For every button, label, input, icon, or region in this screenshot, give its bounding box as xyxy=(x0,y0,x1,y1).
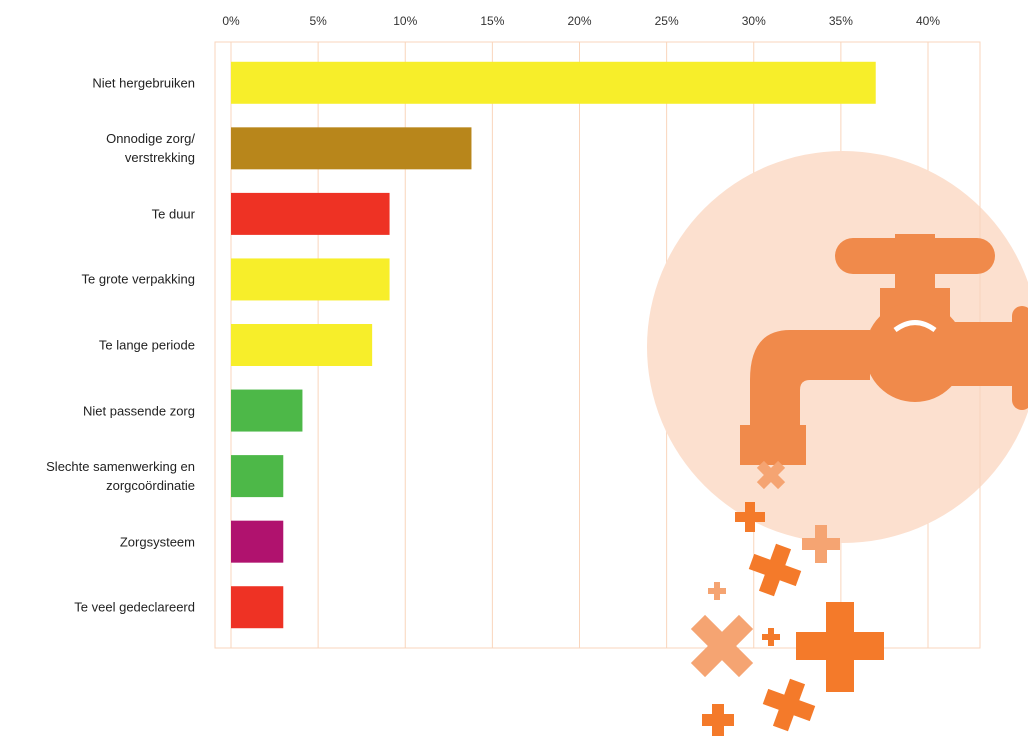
bar-group xyxy=(231,127,472,170)
bar xyxy=(231,586,284,629)
bar-group xyxy=(231,520,284,563)
x-tick-label: 40% xyxy=(916,14,940,28)
bar xyxy=(231,455,284,498)
bar xyxy=(231,192,390,235)
decoration xyxy=(214,41,1028,736)
bar-group xyxy=(231,61,876,104)
bar-group xyxy=(231,586,284,629)
faucet xyxy=(740,234,1028,465)
bar-group xyxy=(231,455,284,498)
bar-group xyxy=(231,324,373,366)
category-label: Niet passende zorg xyxy=(82,403,195,419)
bar-group xyxy=(231,192,390,235)
category-label: Te lange periode xyxy=(98,337,195,353)
x-tick-label: 10% xyxy=(393,14,417,28)
category-label: Te veel gedeclareerd xyxy=(74,599,195,615)
x-tick-label: 20% xyxy=(567,14,591,28)
bar-group xyxy=(690,460,840,678)
bar xyxy=(231,127,472,170)
bar-group xyxy=(231,258,390,301)
x-tick-label: 15% xyxy=(480,14,504,28)
bar xyxy=(231,61,876,104)
category-label: Onnodige zorg/ verstrekking xyxy=(106,131,195,166)
category-label: Zorgsysteem xyxy=(119,534,195,550)
x-tick-label: 35% xyxy=(829,14,853,28)
category-label: Niet hergebruiken xyxy=(92,75,195,91)
category-label: Slechte samenwerking en zorgcoördinatie xyxy=(46,459,195,494)
x-tick-label: 0% xyxy=(222,14,240,28)
bar xyxy=(231,258,390,301)
category-label: Te duur xyxy=(151,206,195,222)
x-tick-label: 30% xyxy=(742,14,766,28)
bar xyxy=(231,389,303,432)
bar xyxy=(231,520,284,563)
x-tick-label: 5% xyxy=(309,14,327,28)
bar-group xyxy=(231,389,303,432)
bar xyxy=(231,324,373,366)
category-label: Te grote verpakking xyxy=(81,271,195,287)
plus-signs xyxy=(702,502,884,736)
x-tick-label: 25% xyxy=(655,14,679,28)
